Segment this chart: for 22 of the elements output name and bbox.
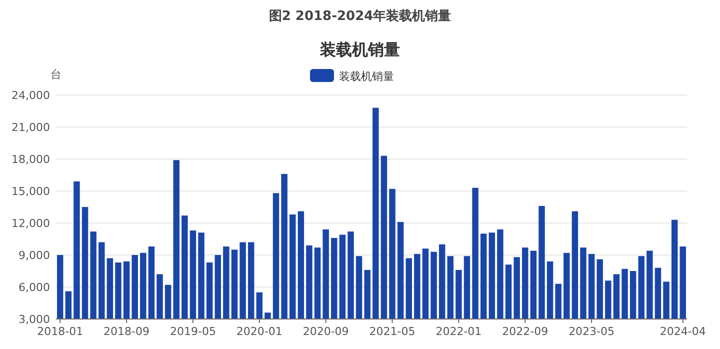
x-tick-label: 2023-05 — [568, 325, 615, 338]
y-tick-label: 3,000 — [18, 312, 50, 326]
y-axis-title: 台 — [50, 68, 62, 81]
x-tick-label: 2019-05 — [170, 325, 216, 338]
x-tick-label: 2020-09 — [302, 325, 349, 338]
x-tick-label: 2022-01 — [436, 325, 482, 338]
y-tick-label: 12,000 — [12, 216, 50, 230]
x-tick-label: 2024-04 — [660, 325, 706, 338]
chart-subtitle: 装载机销量 — [319, 40, 400, 59]
legend-label: 装载机销量 — [339, 70, 394, 83]
y-tick-label: 24,000 — [12, 88, 50, 102]
x-tick-label: 2021-05 — [369, 325, 416, 338]
chart-title: 图2 2018-2024年装载机销量 — [268, 9, 452, 24]
x-tick-label: 2018-01 — [37, 325, 84, 338]
y-tick-label: 9,000 — [18, 248, 50, 262]
x-tick-label: 2022-09 — [502, 325, 548, 338]
y-tick-label: 18,000 — [12, 152, 50, 166]
x-tick-label: 2020-01 — [236, 325, 282, 338]
y-tick-label: 15,000 — [12, 184, 50, 198]
y-tick-label: 6,000 — [18, 280, 50, 294]
y-tick-label: 21,000 — [12, 120, 50, 134]
x-tick-label: 2018-09 — [104, 325, 150, 338]
